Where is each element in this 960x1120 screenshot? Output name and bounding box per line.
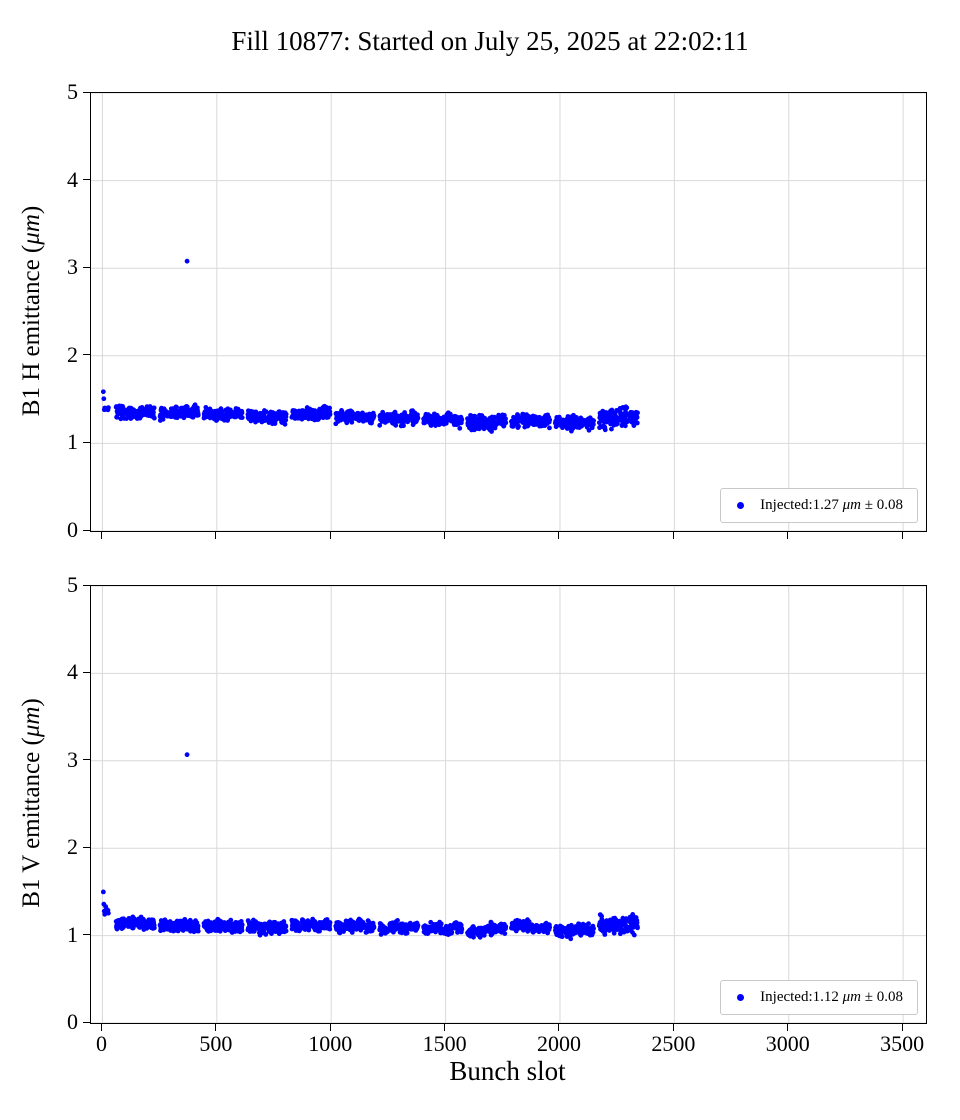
x-tick-label: 0 [95, 1031, 107, 1056]
legend-label-v: Injected:1.12 μm ± 0.08 [760, 989, 903, 1006]
y-axis-label-h-unit: μm [18, 214, 45, 245]
legend-marker-dot [737, 994, 745, 1001]
scatter-canvas-v [91, 586, 926, 1023]
y-tick-label: 5 [67, 79, 78, 104]
y-tick-label: 0 [67, 517, 78, 542]
y-tick-mark [83, 266, 90, 268]
y-axis-label-v-unit: μm [18, 706, 45, 738]
x-tick-mark [672, 1024, 674, 1031]
scatter-canvas-h [91, 93, 926, 531]
y-tick-label: 4 [67, 166, 78, 192]
x-tick-mark [901, 1024, 903, 1031]
x-tick-mark [329, 532, 331, 539]
legend-h: Injected:1.27 μm ± 0.08 [720, 488, 918, 523]
y-tick-label: 2 [67, 834, 78, 860]
y-axis-label-v-suffix: ) [18, 698, 45, 707]
y-axis-label-v: B1 V emittance (μm) [18, 698, 46, 908]
plot-area-v: Injected:1.12 μm ± 0.08 [90, 585, 927, 1024]
legend-label-h: Injected:1.27 μm ± 0.08 [760, 497, 903, 514]
y-tick-mark [83, 846, 90, 848]
legend-marker-dot [737, 502, 745, 509]
y-tick-label: 1 [67, 921, 78, 947]
x-tick-mark [787, 532, 789, 539]
x-tick-label: 3500 [880, 1031, 925, 1056]
y-tick-label: 3 [67, 746, 78, 772]
y-tick-mark [83, 584, 90, 586]
x-tick-mark [901, 532, 903, 539]
y-tick-mark [83, 529, 90, 531]
y-tick-label: 2 [67, 341, 78, 367]
y-tick-mark [83, 759, 90, 761]
y-tick-mark [83, 354, 90, 356]
x-tick-mark [329, 1024, 331, 1031]
y-tick-mark [83, 179, 90, 181]
figure-title: Fill 10877: Started on July 25, 2025 at … [231, 26, 749, 56]
y-tick-label: 0 [67, 1009, 78, 1034]
legend-v-prefix: Injected:1.12 [760, 989, 843, 1005]
x-tick-label: 3000 [765, 1031, 810, 1056]
legend-h-prefix: Injected:1.27 [760, 497, 843, 513]
x-tick-label: 2000 [536, 1031, 581, 1056]
y-tick-mark [83, 1021, 90, 1023]
legend-v: Injected:1.12 μm ± 0.08 [720, 980, 918, 1015]
legend-v-suffix: ± 0.08 [861, 989, 903, 1005]
x-tick-label: 500 [199, 1031, 233, 1056]
x-tick-label: 1500 [422, 1031, 467, 1056]
x-tick-mark [100, 532, 102, 539]
y-tick-mark [83, 91, 90, 93]
y-tick-mark [83, 671, 90, 673]
y-axis-label-h: B1 H emittance (μm) [18, 206, 46, 416]
y-axis-label-h-suffix: ) [18, 205, 45, 215]
y-tick-mark [83, 934, 90, 936]
plot-area-h: Injected:1.27 μm ± 0.08 [90, 92, 927, 532]
legend-h-unit: μm [842, 497, 862, 513]
x-tick-mark [215, 532, 217, 539]
x-tick-mark [787, 1024, 789, 1031]
x-tick-mark [215, 1024, 217, 1031]
y-tick-mark [83, 441, 90, 443]
x-tick-mark [672, 532, 674, 539]
x-tick-mark [444, 1024, 446, 1031]
legend-h-suffix: ± 0.08 [861, 497, 903, 513]
y-tick-label: 4 [67, 659, 78, 685]
x-tick-mark [444, 532, 446, 539]
y-tick-label: 1 [67, 429, 78, 455]
x-tick-mark [558, 1024, 560, 1031]
x-tick-mark [100, 1024, 102, 1031]
x-axis-label: Bunch slot [449, 1056, 566, 1086]
x-tick-label: 2500 [651, 1031, 696, 1056]
legend-v-unit: μm [842, 989, 862, 1005]
x-tick-mark [558, 532, 560, 539]
x-tick-label: 1000 [308, 1031, 353, 1056]
y-tick-label: 3 [67, 254, 78, 280]
y-tick-label: 5 [67, 572, 78, 597]
